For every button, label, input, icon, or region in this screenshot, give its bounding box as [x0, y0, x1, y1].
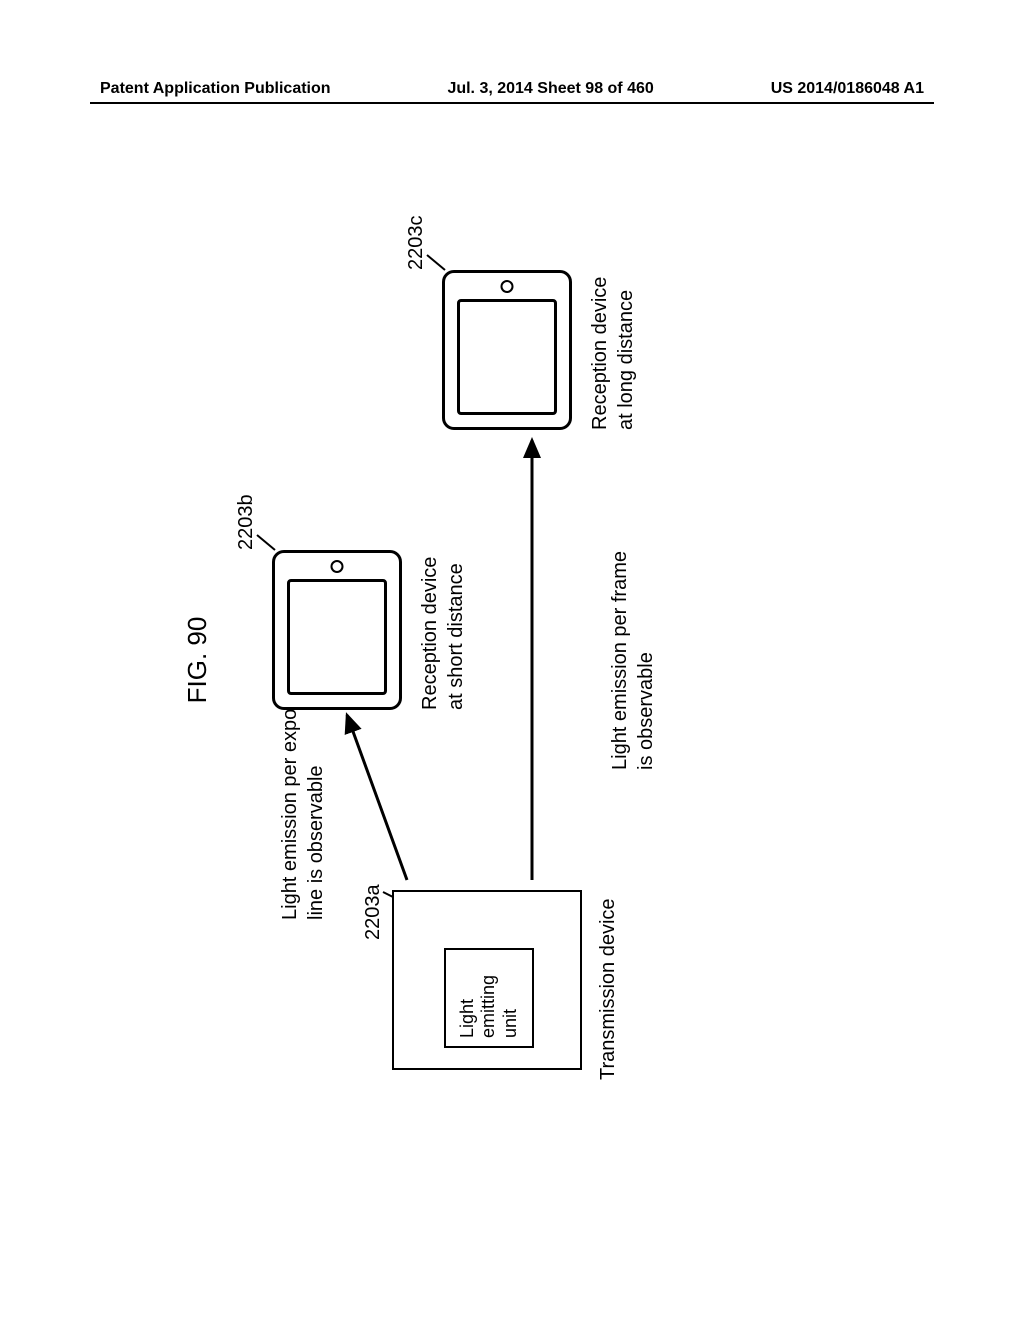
light-emitting-unit-label: Light emitting unit — [457, 975, 522, 1038]
leader-2203b — [257, 535, 275, 550]
page-header: Patent Application Publication Jul. 3, 2… — [0, 80, 1024, 98]
reference-2203b: 2203b — [235, 494, 258, 550]
tablet-home-button-icon — [501, 280, 514, 293]
reference-2203c: 2203c — [405, 216, 428, 271]
header-right: US 2014/0186048 A1 — [771, 80, 924, 98]
tablet-home-button-icon — [331, 560, 344, 573]
tablet-short-icon — [272, 550, 402, 710]
transmission-device-box: Light emitting unit — [392, 890, 582, 1070]
tablet-screen — [457, 299, 557, 415]
reception-device-short — [272, 550, 402, 710]
reception-long-label: Reception device at long distance — [587, 277, 639, 430]
header-left: Patent Application Publication — [100, 80, 331, 98]
figure-diagram: FIG. 90 Light emitting unit Transmission… — [162, 210, 862, 1110]
header-center: Jul. 3, 2014 Sheet 98 of 460 — [447, 80, 653, 98]
arrow-label-frame: Light emission per frame is observable — [607, 551, 659, 770]
light-emitting-unit-box: Light emitting unit — [444, 948, 534, 1048]
tablet-long-icon — [442, 270, 572, 430]
leader-2203c — [427, 255, 445, 270]
transmission-device-label: Transmission device — [597, 898, 620, 1080]
figure-label: FIG. 90 — [182, 617, 213, 704]
reference-2203a: 2203a — [362, 884, 385, 940]
reception-device-long — [442, 270, 572, 430]
arrow-to-short — [347, 715, 407, 880]
header-underline — [90, 102, 934, 104]
reception-short-label: Reception device at short distance — [417, 557, 469, 710]
tablet-screen — [287, 579, 387, 695]
